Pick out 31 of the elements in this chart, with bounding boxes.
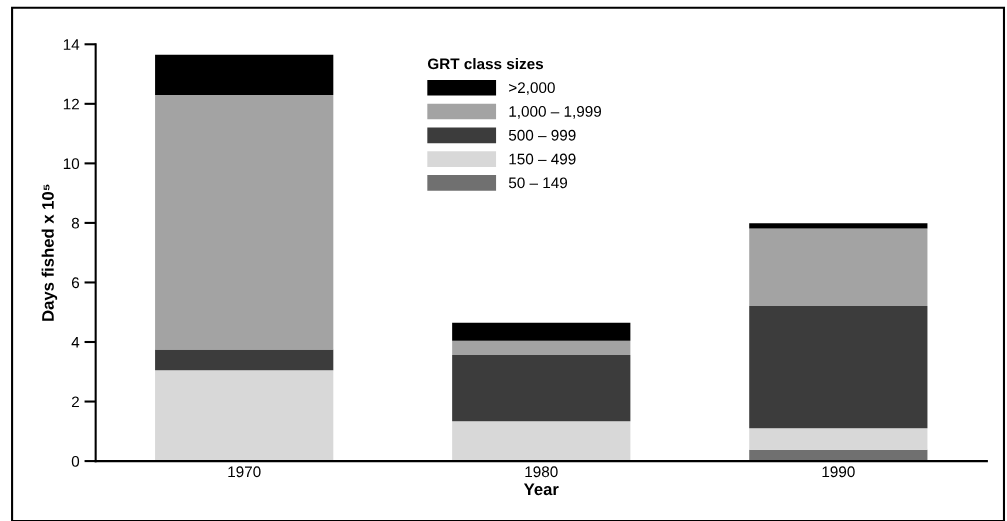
bar: [749, 228, 928, 306]
legend-label: 150 – 499: [509, 153, 576, 165]
legend-label: 500 – 999: [508, 129, 576, 141]
x-tick-label: 1980: [525, 466, 558, 478]
bar: [749, 223, 928, 229]
y-tick-label: 2: [71, 396, 79, 408]
y-tick-label: 14: [63, 39, 80, 50]
bar: [155, 370, 334, 462]
bar: [155, 54, 334, 95]
bar: [452, 421, 631, 462]
y-tick-label: 10: [63, 158, 80, 170]
bar: [452, 355, 631, 422]
x-tick-label: 1970: [228, 466, 261, 478]
y-tick-label: 4: [71, 337, 80, 348]
bar: [749, 305, 928, 429]
y-tick-label: 12: [63, 98, 79, 110]
y-axis-title: Days fished x 10⁵: [41, 184, 58, 321]
legend-label: 50 – 149: [508, 177, 568, 189]
bar: [155, 349, 334, 371]
bar: [155, 94, 334, 350]
bar: [452, 340, 631, 356]
legend-title: GRT class sizes: [427, 58, 544, 70]
y-tick-label: 6: [71, 277, 80, 289]
legend-label: >2,000: [509, 82, 555, 95]
bar: [749, 428, 928, 450]
x-tick-label: 1990: [822, 466, 855, 478]
y-tick-label: 0: [71, 455, 80, 467]
legend-label: 1,000 – 1,999: [509, 106, 602, 119]
bar: [452, 322, 631, 341]
x-axis-title: Year: [523, 483, 559, 496]
y-tick-label: 8: [71, 217, 80, 229]
